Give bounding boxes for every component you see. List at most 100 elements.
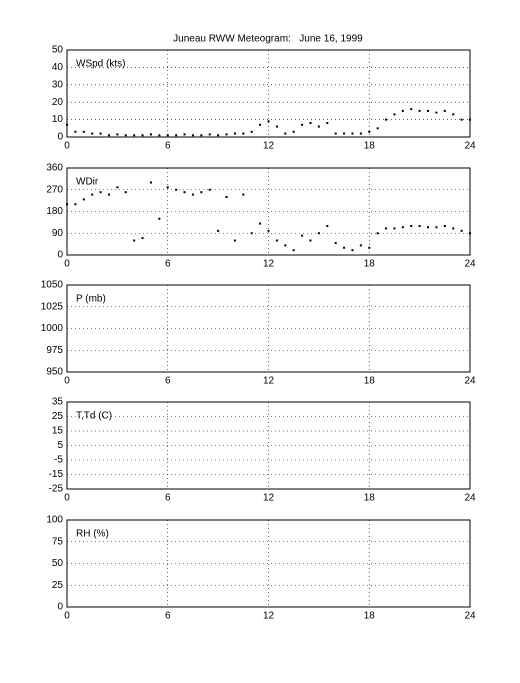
y-tick-label: 75 [52, 536, 64, 547]
x-tick-label: 24 [464, 376, 476, 387]
point [242, 193, 245, 196]
point [351, 132, 354, 135]
point [275, 239, 278, 242]
point [183, 191, 186, 194]
x-tick-label: 6 [165, 493, 171, 504]
point [107, 193, 110, 196]
y-tick-label: 1000 [41, 323, 64, 334]
point [443, 225, 446, 227]
point [301, 234, 304, 237]
y-tick-label: -5 [54, 455, 63, 466]
point [326, 122, 329, 125]
point [166, 186, 169, 189]
point [91, 132, 94, 135]
point [427, 109, 430, 112]
x-tick-label: 0 [64, 376, 70, 387]
point [401, 109, 404, 112]
point [452, 113, 455, 116]
x-tick-label: 6 [165, 141, 171, 152]
point [309, 122, 312, 125]
point [317, 232, 320, 235]
axes-box [66, 49, 471, 138]
point [326, 225, 329, 227]
point [149, 181, 152, 184]
point [301, 123, 304, 126]
point [376, 232, 379, 235]
point [393, 227, 396, 230]
y-tick-label: 35 [52, 397, 64, 408]
point [267, 120, 270, 123]
point [401, 226, 404, 229]
point [91, 193, 94, 196]
x-tick-label: 6 [165, 611, 171, 622]
point [233, 132, 236, 135]
y-tick-label: 180 [46, 206, 63, 217]
point [359, 244, 362, 247]
point [418, 109, 421, 112]
x-tick-label: 24 [464, 141, 476, 152]
y-tick-label: 950 [46, 367, 63, 378]
point [191, 193, 194, 196]
point [275, 125, 278, 128]
point [368, 130, 371, 133]
point [133, 239, 136, 242]
point [133, 134, 136, 137]
x-tick-label: 6 [165, 376, 171, 387]
point [149, 133, 152, 136]
point [225, 133, 228, 136]
point [217, 229, 220, 232]
point [317, 125, 320, 128]
axes-frame [66, 519, 471, 608]
y-label: T,Td (C) [76, 411, 112, 422]
y-tick-label: 25 [52, 411, 64, 422]
point [368, 246, 371, 249]
y-tick-label: 1025 [41, 301, 64, 312]
point [191, 134, 194, 137]
point [284, 132, 287, 135]
point [427, 226, 430, 229]
point [141, 237, 144, 240]
point [82, 198, 85, 201]
point [259, 222, 262, 225]
point [460, 118, 463, 121]
x-tick-label: 18 [364, 141, 376, 152]
y-tick-label: 90 [52, 228, 64, 239]
y-tick-label: 0 [57, 132, 63, 143]
point [107, 134, 110, 137]
point [284, 244, 287, 247]
x-tick-label: 24 [464, 259, 476, 270]
y-tick-label: -15 [49, 469, 64, 480]
point [376, 127, 379, 130]
point [359, 132, 362, 135]
point [208, 133, 211, 136]
y-tick-label: 975 [46, 345, 63, 356]
y-tick-label: 360 [46, 163, 63, 174]
y-tick-label: 100 [46, 515, 63, 526]
y-tick-label: 50 [52, 45, 64, 56]
point [242, 132, 245, 135]
y-label: WDir [76, 177, 99, 188]
point [158, 217, 161, 220]
y-tick-label: 5 [57, 440, 63, 451]
y-tick-label: 1050 [41, 280, 64, 291]
point [460, 229, 463, 232]
point [259, 123, 262, 126]
point [175, 188, 178, 191]
point [166, 134, 169, 137]
y-tick-label: 50 [52, 558, 64, 569]
y-tick-label: 270 [46, 184, 63, 195]
point [393, 113, 396, 116]
axes-frame [66, 284, 471, 373]
point [351, 249, 354, 252]
point [343, 246, 346, 249]
x-tick-label: 18 [364, 376, 376, 387]
axes-frame [66, 401, 471, 490]
point [334, 241, 337, 244]
x-tick-label: 0 [64, 611, 70, 622]
point [99, 191, 102, 194]
point [116, 133, 119, 136]
point [292, 249, 295, 252]
chart-subtitle: June 16, 1999 [299, 34, 363, 45]
y-tick-label: -25 [49, 484, 64, 495]
chart-title: Juneau RWW Meteogram: [173, 34, 291, 45]
